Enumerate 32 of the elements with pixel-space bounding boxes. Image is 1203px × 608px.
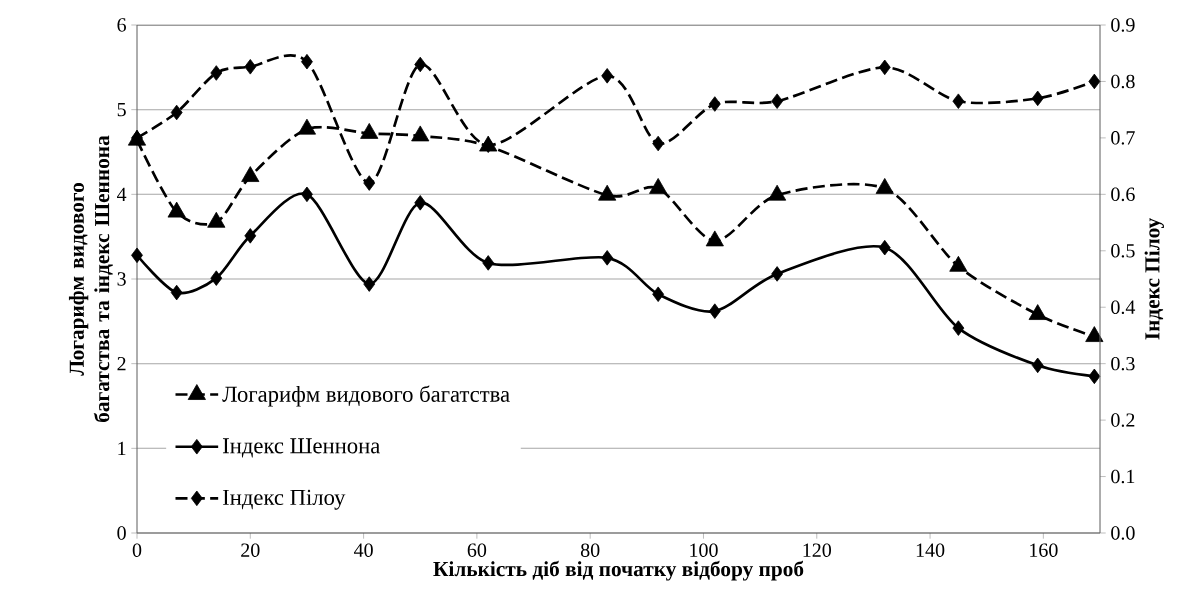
- legend-label: Логарифм видового багатства: [222, 385, 510, 407]
- y-tick-label: 6: [117, 18, 127, 32]
- y2-tick-label: 0.1: [1111, 469, 1135, 484]
- y2-tick-label: 0.2: [1111, 413, 1135, 427]
- y2-tick-label: 0.9: [1111, 18, 1135, 32]
- x-tick-label: 0: [132, 543, 142, 557]
- legend-label: Індекс Пілоу: [222, 489, 346, 510]
- x-tick-label: 140: [916, 543, 945, 557]
- y-tick-label: 5: [117, 103, 126, 117]
- y-tick-label: 2: [117, 357, 126, 371]
- y2-tick-label: 0.8: [1111, 74, 1135, 89]
- x-tick-label: 100: [690, 543, 718, 557]
- x-tick-label: 20: [241, 543, 260, 557]
- x-tick-label: 40: [353, 543, 373, 557]
- x-axis-title: Кількість діб від початку відбору проб: [433, 560, 804, 581]
- y-axis-title: Логарифм видового багатства та індекс Шеннона: [68, 135, 113, 422]
- y-tick-label: 4: [117, 187, 127, 201]
- y-tick-label: 0: [117, 526, 126, 540]
- y2-tick-label: 0.7: [1111, 131, 1135, 145]
- y2-tick-label: 0.3: [1111, 356, 1135, 371]
- y2-tick-label: 0.4: [1111, 300, 1136, 315]
- legend-label: Індекс Шеннона: [222, 438, 381, 458]
- y-tick-label: 3: [117, 272, 126, 286]
- y2-axis-title: Індекс Пілоу: [1144, 218, 1164, 340]
- x-tick-label: 60: [467, 543, 487, 557]
- y2-tick-label: 0.6: [1111, 187, 1135, 202]
- y2-tick-label: 0.5: [1111, 243, 1135, 258]
- x-tick-label: 80: [580, 543, 600, 557]
- x-tick-label: 160: [1030, 543, 1058, 557]
- y2-tick-label: 0.0: [1111, 526, 1135, 540]
- y-tick-label: 1: [118, 441, 126, 455]
- x-tick-label: 120: [803, 543, 832, 557]
